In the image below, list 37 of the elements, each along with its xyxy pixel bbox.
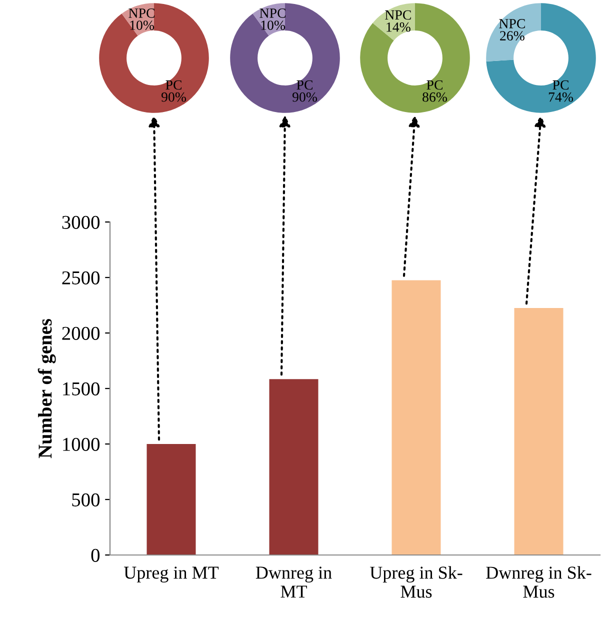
y-tick-label: 500 xyxy=(72,493,100,506)
y-axis-title: Number of genes xyxy=(38,318,56,458)
data-label: 90% xyxy=(161,92,186,102)
data-label: 14% xyxy=(386,22,410,32)
slice-label: NPC xyxy=(385,10,411,20)
data-label: 74% xyxy=(548,92,574,102)
x-tick-label: Upreg in MT xyxy=(124,566,219,582)
data-label: 10% xyxy=(130,20,154,30)
bar xyxy=(269,379,318,555)
y-tick-label: 2000 xyxy=(62,326,100,340)
slice-label: NPC xyxy=(260,8,286,18)
data-label: 90% xyxy=(292,92,318,102)
x-tick-label: Dwnreg in Sk- Mus xyxy=(486,566,592,598)
slice-label: PC xyxy=(552,80,568,90)
slice-label: PC xyxy=(166,80,182,90)
data-label: 26% xyxy=(500,31,524,41)
slice-label: NPC xyxy=(128,8,155,18)
donut-slice xyxy=(230,3,340,113)
donut-slice xyxy=(99,3,209,113)
y-tick-label: 2500 xyxy=(62,271,100,284)
slice-label: NPC xyxy=(499,19,525,28)
x-tick-label: Upreg in Sk- Mus xyxy=(370,566,462,598)
bar xyxy=(146,444,196,555)
donut-slice xyxy=(486,3,596,113)
donut-slice xyxy=(486,3,541,62)
slice-label: PC xyxy=(426,80,442,90)
y-tick-label: 0 xyxy=(91,548,100,562)
donut-slice xyxy=(360,3,470,113)
y-tick-label: 1500 xyxy=(63,382,100,396)
slice-label: PC xyxy=(296,80,312,90)
y-tick-label: 1000 xyxy=(63,438,100,451)
x-tick-label: Dwnreg in MT xyxy=(256,566,332,598)
bar xyxy=(392,280,441,555)
data-label: 10% xyxy=(261,20,286,30)
data-label: 86% xyxy=(422,92,448,102)
y-tick-label: 3000 xyxy=(62,216,100,229)
bar xyxy=(514,308,564,555)
